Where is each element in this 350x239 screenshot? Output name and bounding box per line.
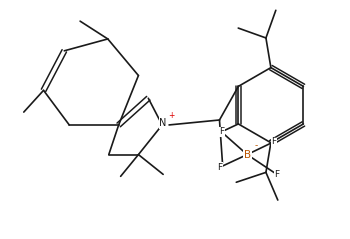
- Text: F: F: [274, 170, 279, 179]
- Text: F: F: [271, 137, 276, 146]
- Text: F: F: [219, 127, 224, 136]
- Text: -: -: [254, 141, 258, 150]
- Text: N: N: [160, 118, 167, 128]
- Text: B: B: [244, 150, 251, 160]
- Text: +: +: [168, 111, 174, 120]
- Text: F: F: [217, 163, 222, 172]
